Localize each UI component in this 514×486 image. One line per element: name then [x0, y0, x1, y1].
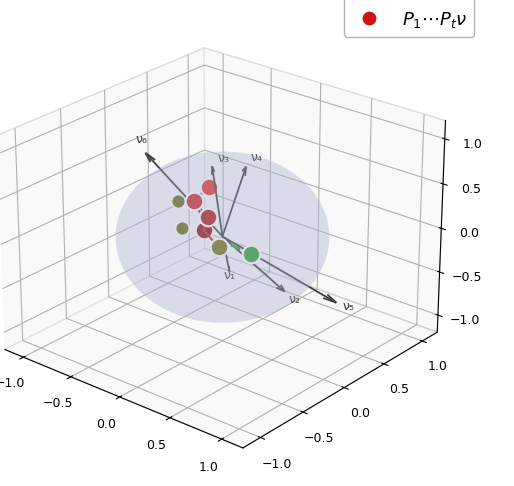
- Legend: $\nu$, $P_1 \cdots P_t\nu$: $\nu$, $P_1 \cdots P_t\nu$: [344, 0, 474, 37]
